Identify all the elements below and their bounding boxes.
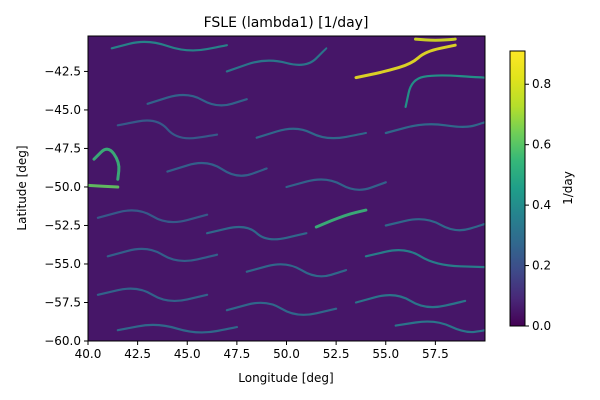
heatmap-filament [106,247,219,262]
y-tick-label: −60.0 [44,334,81,348]
heatmap-filament [206,225,308,241]
colorbar [509,50,526,327]
heatmap-filament [314,208,368,229]
x-tick-label: 40.0 [75,347,102,361]
y-tick-label: −47.5 [44,141,81,155]
y-axis-label: Latitude [deg] [15,145,29,230]
heatmap-filament [166,161,268,177]
heatmap-filament [384,121,485,135]
x-axis: 40.0 42.5 45.0 47.5 50.0 52.5 55.0 57.5 [75,341,449,361]
heatmap-background [88,36,485,341]
x-tick-label: 47.5 [224,347,251,361]
heatmap-filament [255,127,367,140]
x-axis-label: Longitude [deg] [238,371,333,385]
heatmap-filament [414,37,457,42]
heatmap-filament [354,43,457,80]
heatmap-filament [225,47,328,73]
colorbar-axis: 0.0 0.2 0.4 0.6 0.8 [525,77,551,333]
heatmap-filament [354,294,467,309]
heatmap-filament [285,178,387,191]
heatmap-filament [404,74,485,108]
heatmap-filament [146,93,248,107]
y-tick-label: −42.5 [44,64,81,78]
heatmap-filament [92,147,121,181]
y-tick-label: −57.5 [44,295,81,309]
colorbar-tick-label: 0.4 [532,198,551,212]
heatmap-filament [88,183,120,189]
y-tick-label: −50.0 [44,180,81,194]
heatmap-filament [225,301,338,316]
y-tick-label: −45.0 [44,103,81,117]
x-tick-label: 45.0 [174,347,201,361]
heatmap-filament [364,249,485,269]
colorbar-tick-label: 0.8 [532,77,551,91]
colorbar-tick-label: 0.6 [532,138,551,152]
heatmap-filament [96,287,209,303]
colorbar-tick-label: 0.0 [532,319,551,333]
heatmap-filament [116,323,238,334]
heatmap-filament [384,218,485,232]
x-tick-label: 52.5 [323,347,350,361]
heatmap-filament [110,40,228,52]
y-tick-label: −55.0 [44,257,81,271]
heatmap-filament [96,209,209,224]
heatmap-filament [245,263,348,278]
heatmap-filament [116,119,219,140]
x-tick-label: 42.5 [124,347,151,361]
heatmap-filaments [88,37,485,334]
colorbar-label: 1/day [561,171,575,205]
x-tick-label: 57.5 [422,347,449,361]
y-axis: −42.5 −45.0 −47.5 −50.0 −52.5 −55.0 −57.5 −60.0 [44,64,88,348]
x-tick-label: 50.0 [273,347,300,361]
y-tick-label: −52.5 [44,218,81,232]
colorbar-tick-label: 0.2 [532,259,551,273]
x-tick-label: 55.0 [372,347,399,361]
chart-title: FSLE (lambda1) [1/day] [204,15,369,31]
heatmap-filament [394,320,485,334]
